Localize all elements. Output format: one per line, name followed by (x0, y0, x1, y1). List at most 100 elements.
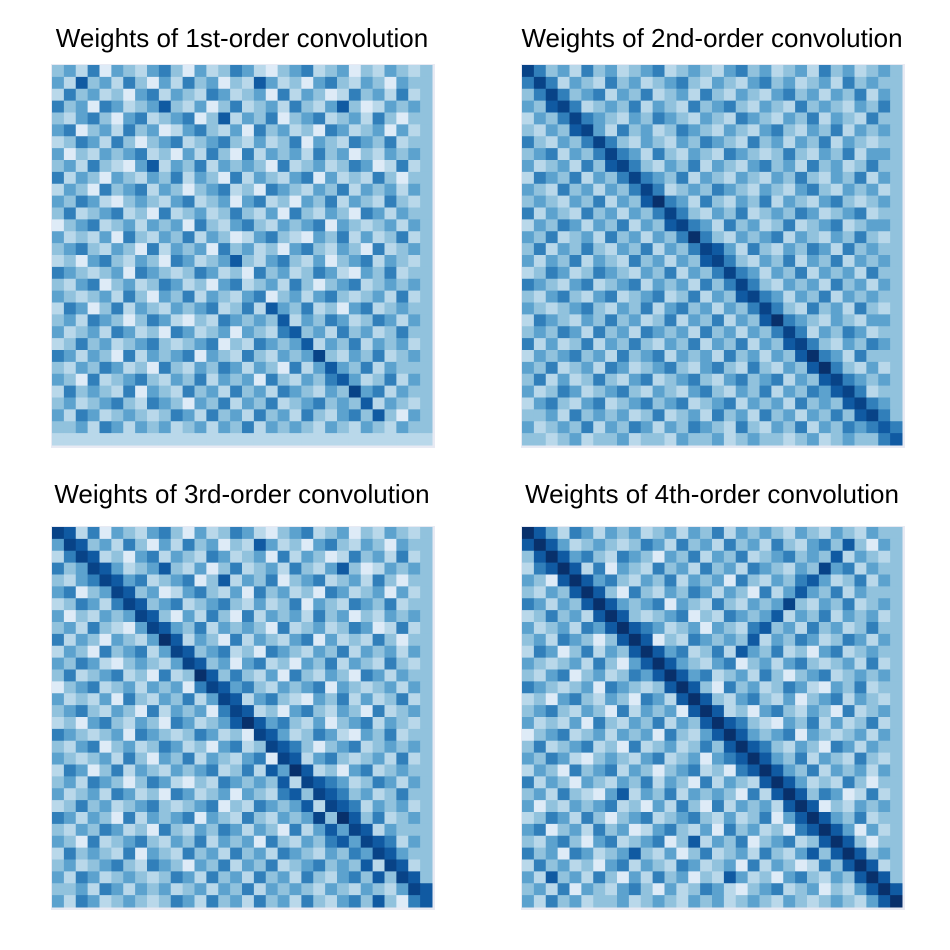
heatmap-cell (795, 373, 808, 387)
heatmap-cell (206, 693, 219, 706)
heatmap-cell (569, 100, 582, 113)
heatmap-cell (759, 823, 772, 837)
heatmap-cell (747, 610, 760, 623)
heatmap-cell (735, 538, 749, 552)
heatmap-cell (337, 681, 350, 694)
heatmap-cell (135, 562, 148, 575)
heatmap-cell (866, 112, 879, 125)
heatmap-cell (545, 527, 559, 540)
heatmap-cell (878, 302, 891, 315)
heatmap-cell (818, 243, 832, 256)
heatmap-cell (206, 409, 219, 422)
heatmap-cell (384, 207, 397, 220)
heatmap-cell (75, 65, 89, 78)
heatmap-cell (842, 812, 855, 825)
heatmap-cell (735, 231, 749, 244)
heatmap-cell (265, 871, 279, 884)
heatmap-cell (230, 859, 243, 872)
heatmap-cell (723, 538, 737, 552)
heatmap-cell (569, 657, 582, 670)
heatmap-cell (688, 136, 701, 149)
heatmap-cell (194, 243, 207, 256)
heatmap-cell (87, 895, 100, 908)
heatmap-cell (652, 633, 665, 647)
heatmap-cell (325, 633, 338, 647)
heatmap-cell (747, 65, 760, 78)
heatmap-cell (522, 800, 535, 813)
heatmap-cell (854, 207, 867, 220)
heatmap-cell (759, 397, 772, 410)
heatmap-cell (360, 669, 374, 682)
heatmap-cell (533, 326, 547, 339)
heatmap-cell (795, 255, 808, 268)
heatmap-cell (830, 243, 844, 256)
heatmap-cell (253, 231, 267, 244)
heatmap-cell (581, 669, 594, 682)
heatmap-cell (854, 645, 867, 659)
heatmap-cell (735, 183, 749, 197)
heatmap-cell (807, 693, 820, 706)
heatmap-cell (289, 859, 302, 872)
heatmap-cell (206, 800, 219, 813)
heatmap-cell (384, 385, 397, 398)
heatmap-cell (372, 895, 385, 908)
heatmap-cell (170, 266, 184, 280)
heatmap-cell (664, 693, 677, 706)
heatmap-cell (688, 148, 701, 161)
heatmap-cell (795, 136, 808, 149)
heatmap-cell (408, 669, 421, 682)
heatmap-cell (688, 693, 701, 706)
heatmap-cell (854, 598, 867, 611)
heatmap-cell (242, 871, 255, 884)
heatmap-cell (676, 385, 689, 398)
heatmap-cell (206, 562, 219, 575)
heatmap-cell (664, 397, 677, 410)
heatmap-cell (289, 350, 302, 363)
heatmap-cell (158, 373, 172, 387)
heatmap-cell (771, 433, 784, 446)
heatmap-cell (147, 433, 160, 446)
heatmap-cell (866, 171, 879, 185)
heatmap-cell (735, 800, 749, 813)
heatmap-cell (396, 847, 409, 860)
heatmap-cell (194, 65, 207, 78)
heatmap-cell (569, 314, 582, 327)
heatmap-cell (194, 373, 207, 387)
heatmap-cell (771, 350, 784, 363)
heatmap-cell (581, 633, 594, 647)
heatmap-cell (348, 421, 362, 434)
heatmap-cell (890, 705, 903, 718)
heatmap-cell (890, 88, 903, 102)
heatmap-cell (688, 195, 701, 208)
heatmap-cell (265, 290, 279, 303)
heatmap-cell (360, 433, 374, 446)
heatmap-cell (182, 112, 195, 125)
heatmap-cell (420, 278, 433, 292)
heatmap-cell (795, 160, 808, 173)
heatmap-cell (52, 847, 65, 860)
heatmap-cell (605, 574, 618, 587)
heatmap-cell (854, 527, 867, 540)
heatmap-cell (676, 160, 689, 173)
heatmap-cell (75, 610, 89, 623)
heatmap-cell (807, 740, 820, 754)
heatmap-cell (170, 373, 184, 387)
heatmap-cell (723, 740, 737, 754)
heatmap-cell (420, 361, 433, 375)
heatmap-cell (676, 681, 689, 694)
heatmap-cell (854, 835, 867, 849)
heatmap-cell (52, 895, 65, 908)
heatmap-cell (158, 112, 172, 125)
heatmap-cell (265, 100, 279, 113)
heatmap-cell (206, 859, 219, 872)
heatmap-cell (890, 728, 903, 742)
heatmap-cell (265, 326, 279, 339)
heatmap-cell (194, 100, 207, 113)
heatmap-cell (569, 669, 582, 682)
heatmap-cell (688, 883, 701, 896)
heatmap-cell (807, 586, 820, 599)
heatmap-cell (664, 705, 677, 718)
heatmap-cell (170, 895, 184, 908)
heatmap-cell (818, 124, 832, 137)
heatmap-cell (795, 610, 808, 623)
